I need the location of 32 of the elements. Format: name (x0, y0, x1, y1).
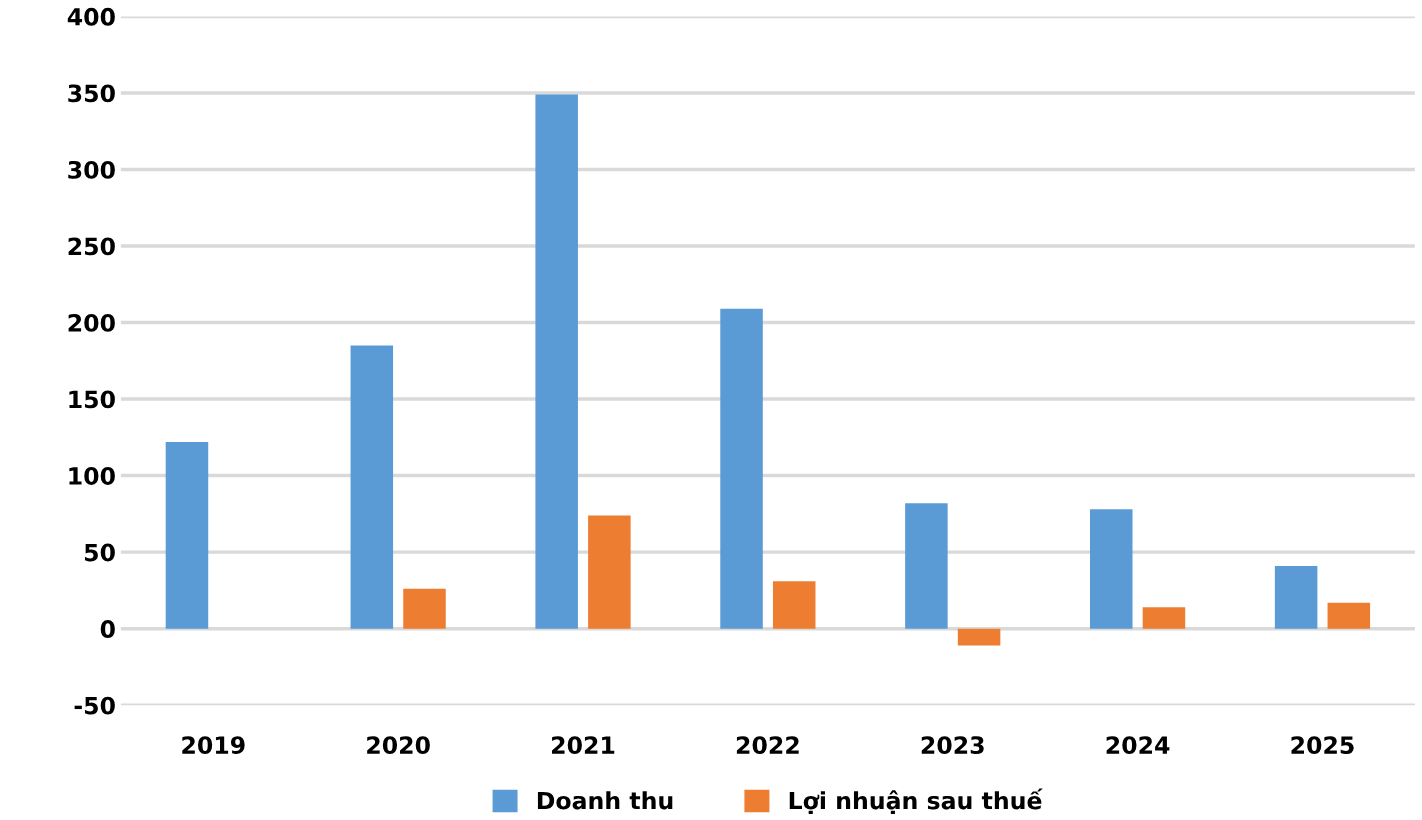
y-tick-label: 350 (68, 84, 115, 103)
bar (957, 628, 1001, 646)
bar (1274, 565, 1318, 629)
y-tick-label: 100 (69, 467, 115, 485)
y-tick-label: 50 (84, 543, 115, 562)
bar (350, 345, 394, 629)
bar (1090, 509, 1133, 629)
y-tick-label: 400 (67, 7, 115, 26)
y-tick-label: 0 (100, 620, 115, 638)
x-tick-label: 2025 (1291, 736, 1354, 755)
y-tick-label: 150 (69, 390, 115, 409)
bar (772, 581, 816, 629)
bar (1327, 602, 1371, 629)
bar (905, 503, 948, 629)
y-tick-label: 300 (68, 160, 115, 179)
bar (165, 441, 209, 629)
legend-label: Lợi nhuận sau thuế (789, 788, 1043, 815)
bar (1142, 607, 1186, 629)
x-tick-label: 2023 (921, 736, 984, 755)
x-tick-label: 2022 (736, 736, 799, 755)
x-tick-label: 2020 (367, 736, 430, 755)
bar (588, 515, 631, 629)
y-tick-label: -50 (74, 696, 115, 715)
bar (403, 588, 446, 629)
y-tick-label: 250 (68, 237, 115, 256)
x-tick-label: 2019 (182, 736, 245, 755)
bar (720, 308, 763, 629)
x-tick-label: 2024 (1106, 736, 1170, 755)
bar (535, 94, 578, 629)
legend-label: Doanh thu (537, 791, 673, 810)
y-tick-label: 200 (68, 313, 115, 332)
x-tick-label: 2021 (552, 736, 615, 755)
